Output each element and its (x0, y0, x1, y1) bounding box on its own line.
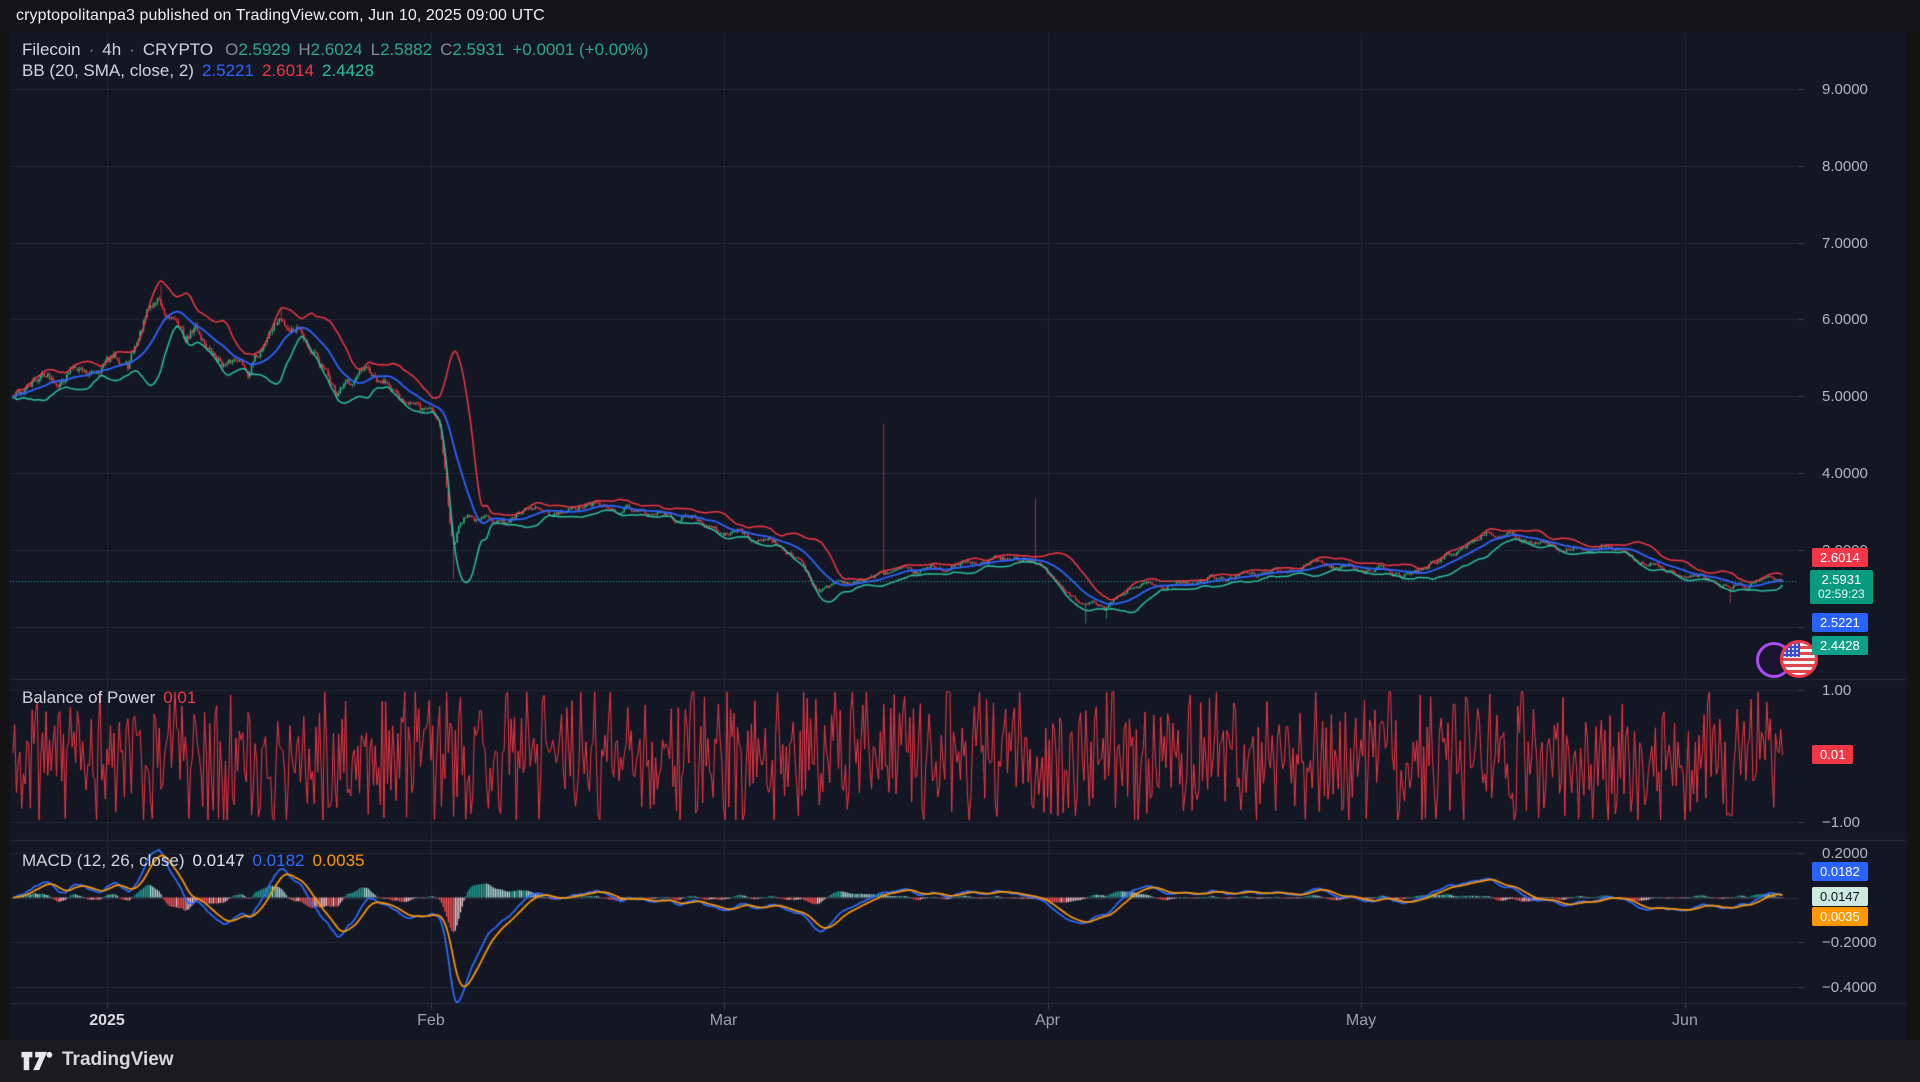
open-label: O (225, 40, 238, 59)
legend-separator: · (129, 40, 135, 60)
macd-signal-tag[interactable]: 0.0035 (1812, 907, 1868, 926)
macd-hist-tag[interactable]: 0.0147 (1812, 887, 1868, 906)
price-axis-label[interactable]: 8.0000 (1822, 158, 1868, 175)
bar-countdown: 02:59:23 (1818, 587, 1865, 601)
flag-canton (1783, 643, 1800, 657)
attribution-text: cryptopolitanpa3 published on TradingVie… (16, 7, 545, 25)
close-label: C (440, 40, 452, 59)
bb-lower-value: 2.4428 (322, 61, 374, 81)
low-value: 2.5882 (380, 40, 432, 59)
bb-basis-price-tag[interactable]: 2.5221 (1812, 613, 1868, 632)
price-axis-label[interactable]: −0.4000 (1822, 979, 1877, 996)
last-price-tag[interactable]: 2.5931 02:59:23 (1810, 570, 1873, 604)
bb-upper-price-tag[interactable]: 2.6014 (1812, 548, 1868, 567)
time-axis-label[interactable]: Jun (1672, 1012, 1698, 1030)
price-axis-label[interactable]: −0.2000 (1822, 934, 1877, 951)
last-price-value: 2.5931 (1818, 572, 1865, 587)
bb-lower-price-tag[interactable]: 2.4428 (1812, 636, 1868, 655)
time-axis-label[interactable]: Mar (710, 1012, 738, 1030)
high-label: H (298, 40, 310, 59)
attribution-bar: cryptopolitanpa3 published on TradingVie… (0, 0, 1920, 32)
tradingview-logo-icon[interactable] (20, 1050, 54, 1072)
macd-hist-value: 0.0147 (193, 851, 245, 871)
bop-legend[interactable]: Balance of Power 0.01 (22, 688, 196, 708)
tradingview-brand[interactable]: TradingView (62, 1049, 174, 1071)
bb-basis-value: 2.5221 (202, 61, 254, 81)
price-axis-label[interactable]: 6.0000 (1822, 311, 1868, 328)
change-value: +0.0001 (+0.00%) (512, 40, 648, 60)
legend-separator: · (89, 40, 95, 60)
price-axis-label[interactable]: 7.0000 (1822, 235, 1868, 252)
price-axis-label[interactable]: −1.00 (1822, 814, 1860, 831)
price-axis-label[interactable]: 9.0000 (1822, 81, 1868, 98)
open-value: 2.5929 (238, 40, 290, 59)
macd-legend[interactable]: MACD (12, 26, close) 0.0147 0.0182 0.003… (22, 851, 365, 871)
chart-canvas[interactable] (0, 0, 1920, 1082)
macd-signal-value: 0.0035 (313, 851, 365, 871)
price-axis-label[interactable]: 5.0000 (1822, 388, 1868, 405)
bop-value: 0.01 (163, 688, 196, 708)
bop-title[interactable]: Balance of Power (22, 688, 155, 708)
bb-title[interactable]: BB (20, SMA, close, 2) (22, 61, 194, 81)
macd-line-value: 0.0182 (253, 851, 305, 871)
price-axis-label[interactable]: 4.0000 (1822, 465, 1868, 482)
bb-upper-value: 2.6014 (262, 61, 314, 81)
price-axis-label[interactable]: 0.2000 (1822, 845, 1868, 862)
price-axis-label[interactable]: 1.00 (1822, 682, 1851, 699)
close-value: 2.5931 (452, 40, 504, 59)
exchange-label[interactable]: CRYPTO (143, 40, 213, 60)
macd-line-tag[interactable]: 0.0182 (1812, 862, 1868, 881)
interval-label[interactable]: 4h (102, 40, 121, 60)
low-label: L (371, 40, 380, 59)
macd-title[interactable]: MACD (12, 26, close) (22, 851, 185, 871)
time-axis-label[interactable]: May (1346, 1012, 1376, 1030)
tradingview-published-chart: cryptopolitanpa3 published on TradingVie… (0, 0, 1920, 1082)
bb-legend[interactable]: BB (20, SMA, close, 2) 2.5221 2.6014 2.4… (22, 61, 374, 81)
time-axis-label[interactable]: Feb (417, 1012, 445, 1030)
high-value: 2.6024 (311, 40, 363, 59)
footer-bar: TradingView (0, 1040, 1920, 1082)
bop-value-tag[interactable]: 0.01 (1812, 745, 1853, 764)
time-axis-label[interactable]: 2025 (89, 1012, 125, 1030)
symbol-legend[interactable]: Filecoin · 4h · CRYPTO O2.5929 H2.6024 L… (22, 40, 648, 60)
symbol-name[interactable]: Filecoin (22, 40, 81, 60)
time-axis-label[interactable]: Apr (1035, 1012, 1060, 1030)
